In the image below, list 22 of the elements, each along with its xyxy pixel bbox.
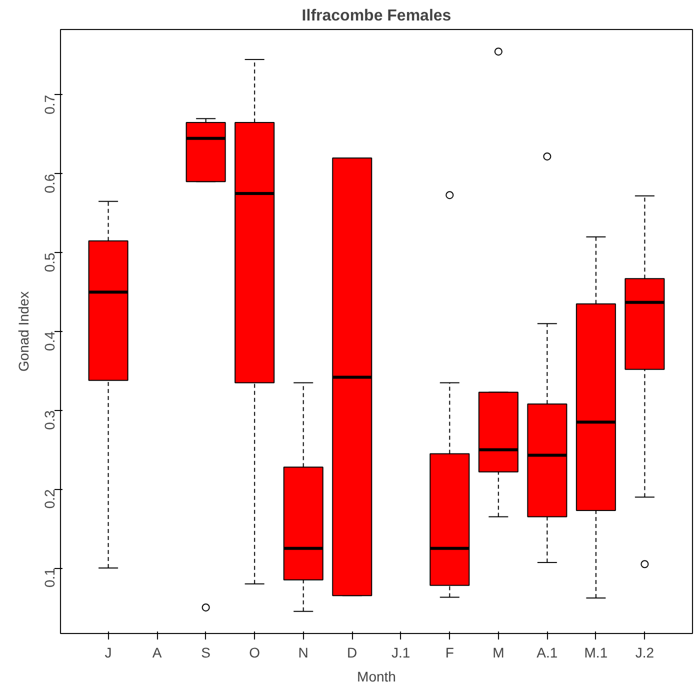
y-tick-label: 0.5 <box>42 252 58 272</box>
x-tick-label: J.1 <box>392 644 410 660</box>
x-tick-label: J <box>104 644 112 660</box>
x-tick-label: O <box>249 644 260 660</box>
y-axis-title: Gonad Index <box>16 291 32 372</box>
chart-title: Ilfracombe Females <box>302 8 452 24</box>
x-tick-label: J.2 <box>635 644 654 660</box>
x-tick-label: N <box>298 644 308 660</box>
y-tick-label: 0.1 <box>42 568 58 588</box>
y-tick-label: 0.4 <box>42 331 58 351</box>
x-tick-label: A.1 <box>536 644 558 660</box>
x-tick-label: D <box>347 644 358 660</box>
y-tick-label: 0.7 <box>42 94 58 114</box>
x-tick-label: A <box>152 644 162 660</box>
x-tick-label: M <box>492 644 504 660</box>
y-tick-label: 0.2 <box>42 488 58 509</box>
x-tick-label: M.1 <box>584 644 608 660</box>
x-axis-title: Month <box>357 668 396 684</box>
x-tick-label: S <box>201 644 210 660</box>
y-tick-label: 0.6 <box>42 174 58 194</box>
y-tick-label: 0.3 <box>42 410 58 430</box>
x-tick-label: F <box>445 644 454 660</box>
